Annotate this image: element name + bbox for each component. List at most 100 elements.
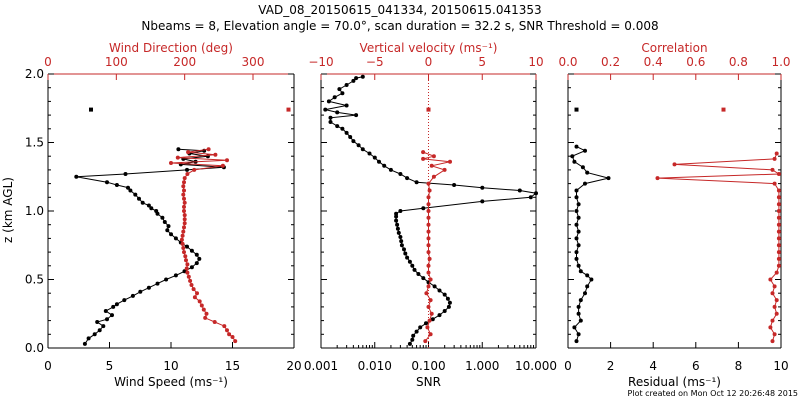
data-point [576,304,581,309]
data-point [182,213,187,218]
data-point [414,180,419,185]
data-point [396,230,401,235]
data-point [122,298,127,303]
y-tick-label: 0.0 [25,341,44,355]
data-point [776,202,781,207]
data-point [426,270,431,275]
data-point [169,161,173,165]
data-point [203,315,208,320]
outlier-point [426,107,431,112]
data-point [776,263,781,268]
data-point [585,170,590,175]
data-point [574,339,579,344]
data-point [421,156,426,161]
data-point [405,176,410,181]
data-point [182,180,186,185]
data-point [192,295,197,300]
data-point [382,163,387,168]
data-point [176,147,181,152]
top-x-tick-label: 0 [425,55,433,69]
data-point [770,291,775,296]
data-point [340,126,345,131]
data-point [395,222,400,227]
data-point [173,273,178,278]
data-point [424,321,428,326]
data-point [421,150,426,155]
data-point [367,151,372,156]
data-point [182,200,187,205]
data-point [199,303,204,308]
data-point [344,83,349,87]
data-point [160,215,165,220]
data-point [437,288,442,293]
data-point [429,311,434,316]
series-correlation [655,107,781,344]
data-point [772,181,777,186]
data-point [428,332,433,337]
x-tick-label: 0 [564,359,572,373]
data-point [165,228,170,233]
data-point [772,332,777,337]
data-point [407,259,412,264]
data-point [181,184,186,189]
x-tick-label: 2 [607,359,615,373]
top-x-tick-label: 0.6 [686,55,705,69]
outlier-point [574,107,579,112]
x-tick-label: 0 [44,359,52,373]
data-point [233,339,238,344]
data-point [423,339,428,344]
data-point [185,270,190,275]
data-point [183,254,188,259]
x-tick-label: 4 [649,359,657,373]
data-point [589,277,594,282]
data-point [344,103,349,108]
data-point [146,285,151,290]
data-point [114,302,119,307]
data-point [772,156,777,161]
x-tick-label: 1.000 [465,359,499,373]
data-point [189,248,194,253]
data-point [776,250,781,255]
data-point [182,209,186,213]
data-point [181,229,186,234]
data-point [426,215,431,220]
data-point [430,317,435,322]
data-point [372,155,377,160]
series-line [657,153,781,342]
data-point [427,188,432,193]
x-tick-label: 8 [735,359,743,373]
data-point [356,143,361,148]
data-point [421,206,426,211]
data-point [192,167,197,172]
data-point [340,91,345,96]
data-point [578,318,583,323]
data-point [185,172,190,176]
data-point [774,270,779,275]
data-point [576,243,581,248]
data-point [194,252,199,257]
top-x-tick-label: 0 [44,55,52,69]
data-point [578,269,583,274]
data-point [326,99,331,104]
series-wind-speed-outlier [89,107,93,112]
data-point [411,333,416,338]
data-point [110,313,114,318]
data-point [583,181,587,186]
data-point [394,214,399,219]
data-point [173,236,178,241]
data-point [92,332,97,337]
data-point [182,225,186,230]
x-tick-label: 10.000 [515,359,557,373]
data-point [182,217,187,222]
data-point [360,147,365,152]
data-point [574,209,579,213]
x-tick-label: 15 [225,359,240,373]
data-point [101,324,106,329]
series-snr [323,74,538,346]
data-point [776,215,781,220]
x-tick-label: 0.100 [411,359,445,373]
panel-residual: 0 2 4 6 8 10 0.0 0.2 0.4 0.6 0.8 1.0 Residual (ms⁻¹)… [558,41,790,389]
data-point [360,74,365,79]
